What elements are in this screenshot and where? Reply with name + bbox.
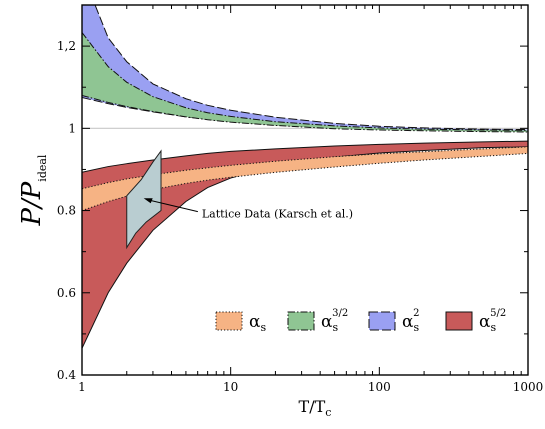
band-a52-upper-edge [82, 140, 528, 173]
band-a2-upper-edge [94, 5, 528, 131]
lattice-annotation-arrowhead [143, 198, 153, 204]
legend-label-a52: αs5/2 [479, 308, 506, 334]
legend-swatch-a1 [215, 311, 243, 331]
lattice-annotation-label: Lattice Data (Karsch et al.) [202, 208, 353, 221]
band-a1-upper-edge [82, 146, 528, 190]
band-a1 [82, 146, 528, 211]
legend-label-sup: 2 [413, 308, 419, 319]
plot-area [82, 5, 528, 349]
y-tick-label: 1 [68, 121, 76, 135]
legend-label-sup: 5/2 [490, 308, 506, 319]
legend-label-a1: αs [249, 312, 266, 334]
x-axis-label: T/Tc [299, 397, 332, 419]
legend-label-sub: s [490, 321, 496, 334]
legend-label-sub: s [332, 321, 338, 334]
legend-swatch-a52 [445, 311, 473, 331]
band-a32-upper-edge [82, 32, 528, 131]
legend-label-sub: s [260, 321, 266, 334]
x-axis-label-sub: c [325, 406, 331, 419]
legend-swatch-a2 [368, 311, 396, 331]
legend-label-a2: αs2 [402, 308, 420, 334]
legend-label-sub: s [413, 321, 419, 334]
y-axis-label-sub: ideal [36, 154, 49, 182]
y-axis-label-group: P/Pideal [17, 154, 49, 226]
x-tick-label: 1 [78, 380, 86, 394]
band-a32-lower-edge [82, 94, 528, 133]
band-a52 [82, 141, 528, 349]
y-tick-label: 0.6 [57, 286, 76, 300]
legend-label-a32: αs3/2 [321, 308, 348, 334]
legend-swatch-a32 [287, 311, 315, 331]
legend-label-sup: 3/2 [332, 308, 348, 319]
plot-frame [81, 4, 529, 376]
y-tick-label: 0.8 [57, 204, 76, 218]
lattice-annotation-arrow [149, 199, 198, 213]
band-a52-lower-edge [82, 146, 528, 349]
y-tick-label: 0.4 [57, 368, 76, 382]
lattice-data-region [126, 149, 162, 250]
x-tick-label: 1000 [513, 380, 544, 394]
y-tick-label: 1,2 [57, 39, 76, 53]
x-tick-label: 100 [368, 380, 391, 394]
y-axis-label: P/Pideal [17, 154, 49, 226]
x-tick-label: 10 [223, 380, 238, 394]
